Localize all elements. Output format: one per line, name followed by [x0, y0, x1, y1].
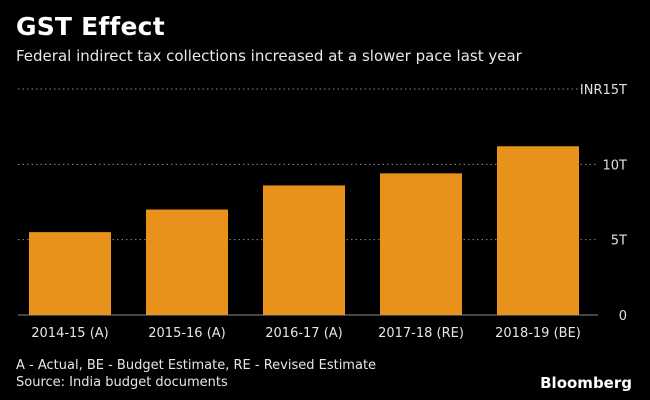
chart-subtitle: Federal indirect tax collections increas…: [16, 47, 522, 65]
x-tick-label: 2014-15 (A): [31, 326, 109, 341]
x-tick-label: 2015-16 (A): [148, 326, 226, 341]
x-tick-label: 2017-18 (RE): [378, 326, 464, 341]
chart-title: GST Effect: [16, 12, 165, 41]
abbreviation-note: A - Actual, BE - Budget Estimate, RE - R…: [16, 358, 377, 373]
x-tick-label: 2018-19 (BE): [495, 326, 581, 341]
x-tick-label: 2016-17 (A): [265, 326, 343, 341]
bar: [29, 232, 111, 315]
bar-layer: [29, 146, 579, 315]
label-layer: 0 5T 10T INR15T 2014-15 (A) 2015-16 (A) 2016-1…: [31, 83, 627, 341]
bloomberg-logo: Bloomberg: [540, 374, 632, 392]
y-tick-label: INR15T: [580, 83, 627, 98]
bar: [146, 209, 228, 315]
y-tick-label: 10T: [603, 158, 628, 173]
bar: [263, 185, 345, 315]
bar: [380, 173, 462, 315]
bar: [497, 146, 579, 315]
y-tick-label: 5T: [611, 234, 627, 249]
y-tick-label: 0: [619, 309, 627, 324]
source-note: Source: India budget documents: [16, 375, 228, 390]
